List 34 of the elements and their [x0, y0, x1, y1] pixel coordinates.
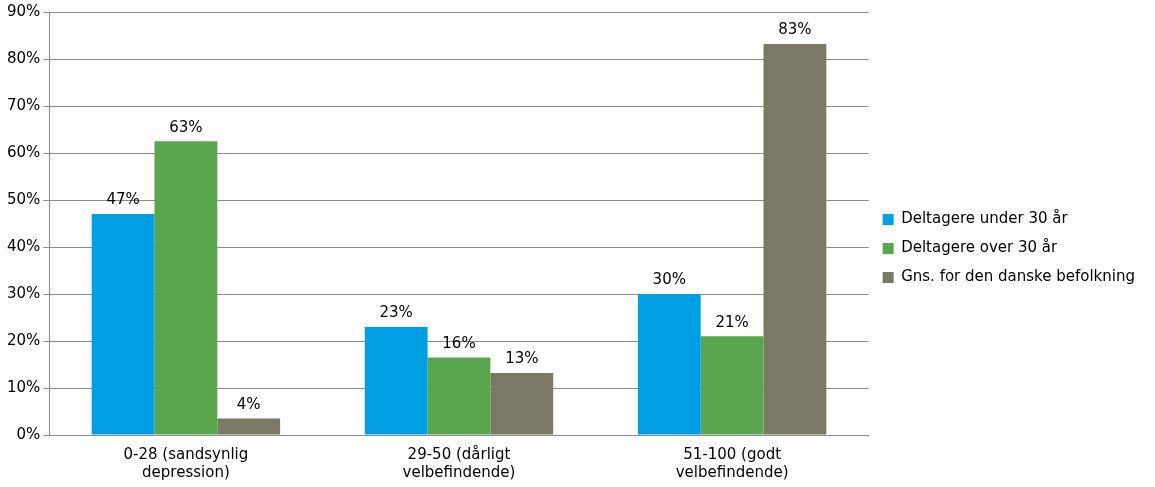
data-label: 83%	[778, 20, 812, 39]
data-label: 4%	[236, 394, 261, 413]
x-tick-label: 29-50 (dårligt velbefindende)	[402, 444, 516, 481]
bar	[91, 214, 155, 435]
legend-label: Gns. for den danske befolkning	[901, 267, 1136, 286]
bar	[427, 357, 491, 435]
data-label: 13%	[505, 349, 539, 368]
data-label: 21%	[715, 312, 749, 331]
y-tick-label: 60%	[7, 142, 41, 161]
y-tick-label: 80%	[7, 48, 41, 67]
y-tick-label: 30%	[7, 283, 41, 302]
x-tick-label: 0-28 (sandsynlig depression)	[123, 444, 249, 481]
x-tick-label: 51-100 (godt velbefindende)	[675, 444, 789, 481]
y-tick-label: 40%	[7, 236, 41, 255]
y-tick-label: 10%	[7, 377, 41, 396]
data-label: 23%	[379, 303, 413, 322]
legend-label: Deltagere over 30 år	[901, 238, 1059, 257]
y-tick-label: 70%	[7, 95, 41, 114]
y-tick-label: 50%	[7, 189, 41, 208]
bar	[700, 336, 764, 435]
y-tick-label: 20%	[7, 330, 41, 349]
data-label: 63%	[169, 117, 203, 136]
bar	[364, 326, 428, 435]
data-label: 47%	[106, 190, 140, 209]
y-tick-label: 0%	[16, 424, 41, 443]
y-tick-label: 90%	[7, 1, 41, 20]
data-label: 16%	[442, 333, 476, 352]
bar	[217, 418, 281, 435]
bar	[637, 294, 701, 435]
bar	[490, 372, 554, 435]
data-label: 30%	[652, 270, 686, 289]
legend-label: Deltagere under 30 år	[901, 209, 1069, 228]
bar	[763, 43, 827, 435]
bar	[154, 141, 218, 435]
